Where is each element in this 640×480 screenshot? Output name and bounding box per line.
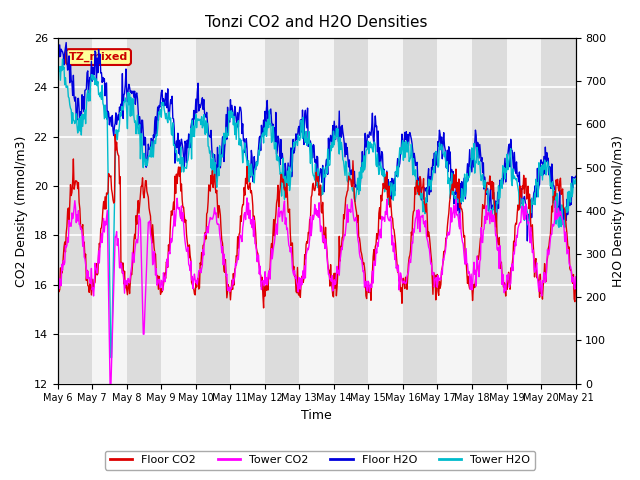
Bar	[196, 38, 230, 384]
Y-axis label: H2O Density (mmol/m3): H2O Density (mmol/m3)	[612, 135, 625, 287]
Bar	[403, 38, 438, 384]
Bar	[334, 38, 369, 384]
Legend: Floor CO2, Tower CO2, Floor H2O, Tower H2O: Floor CO2, Tower CO2, Floor H2O, Tower H…	[105, 451, 535, 469]
Y-axis label: CO2 Density (mmol/m3): CO2 Density (mmol/m3)	[15, 135, 28, 287]
Bar	[472, 38, 506, 384]
Bar	[58, 38, 92, 384]
Title: Tonzi CO2 and H2O Densities: Tonzi CO2 and H2O Densities	[205, 15, 428, 30]
X-axis label: Time: Time	[301, 409, 332, 422]
Bar	[541, 38, 575, 384]
Bar	[265, 38, 300, 384]
Text: TZ_mixed: TZ_mixed	[69, 52, 128, 62]
Bar	[127, 38, 161, 384]
